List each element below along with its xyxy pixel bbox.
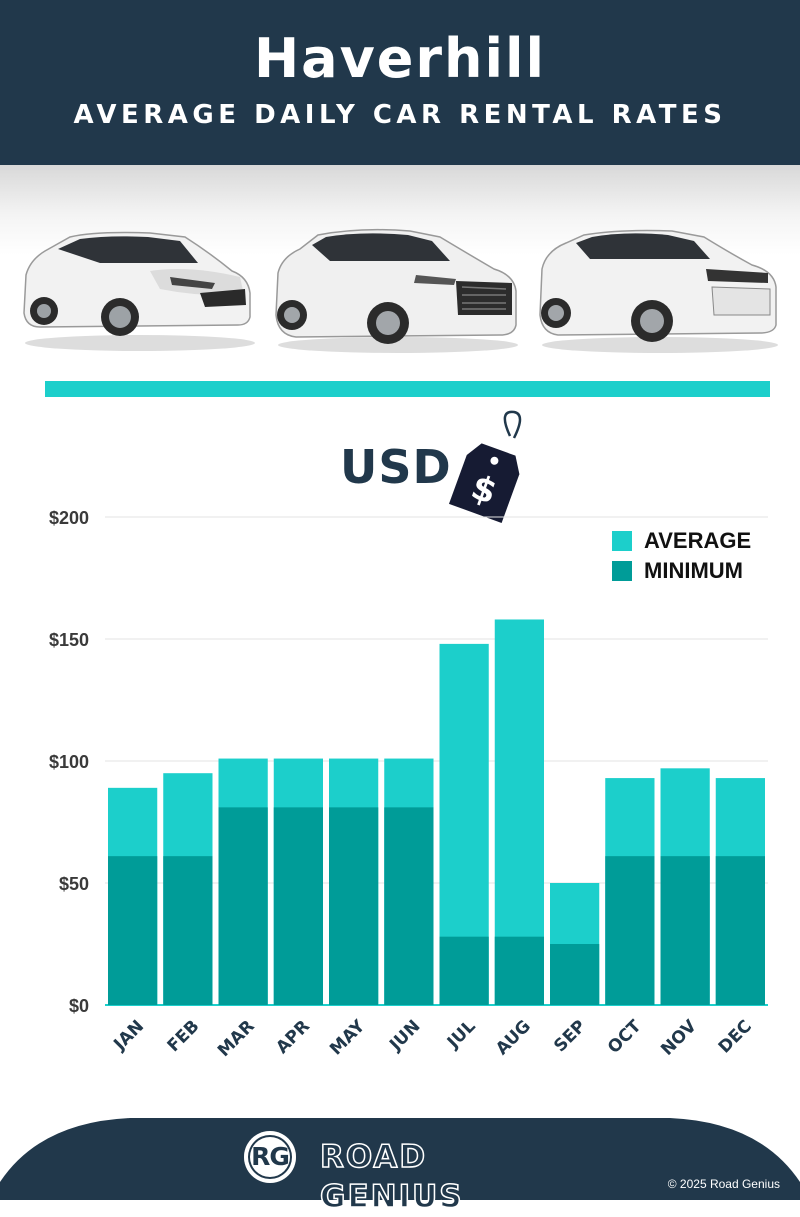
y-tick-label: $200	[49, 508, 89, 528]
bar-minimum-nov	[660, 856, 710, 1005]
brand-logo: RG ROAD GENIUS	[244, 1131, 574, 1216]
teal-divider	[45, 381, 770, 397]
x-tick-label: FEB	[164, 1016, 204, 1056]
x-axis-ticks: JAN FEB MAR APR MAY JUN JUL AUG SEP OCT NOV DEC	[109, 1016, 755, 1061]
x-tick-label: OCT	[604, 1016, 646, 1058]
x-tick-label: NOV	[657, 1016, 701, 1060]
bar-minimum-oct	[605, 856, 655, 1005]
legend-label-average: AVERAGE	[644, 528, 752, 553]
bar-minimum-may	[329, 807, 379, 1005]
legend-label-minimum: MINIMUM	[644, 558, 743, 583]
x-tick-label: JAN	[109, 1016, 148, 1055]
bar-minimum-dec	[715, 856, 765, 1005]
bar-minimum-jun	[384, 807, 434, 1005]
copyright-text: © 2025 Road Genius	[667, 1177, 780, 1191]
bar-minimum-feb	[163, 856, 213, 1005]
brand-name: ROAD GENIUS	[319, 1138, 464, 1216]
bars	[108, 619, 765, 1005]
grid-lines	[105, 516, 768, 1006]
luxury-suv-car-icon	[539, 229, 777, 342]
legend-swatch-minimum	[612, 561, 632, 581]
bar-minimum-sep	[550, 944, 600, 1005]
x-tick-label: JUL	[443, 1016, 480, 1053]
legend-swatch-average	[612, 531, 632, 551]
x-tick-label: JUN	[385, 1016, 424, 1055]
currency-label: USD	[340, 440, 452, 494]
bar-minimum-jul	[439, 936, 489, 1005]
x-tick-label: MAY	[326, 1016, 369, 1059]
x-tick-label: SEP	[550, 1016, 590, 1056]
x-tick-label: APR	[272, 1016, 314, 1058]
brand-initials: RG	[251, 1142, 290, 1171]
hatchback-car-icon	[23, 231, 251, 336]
x-tick-label: DEC	[715, 1016, 756, 1057]
bar-minimum-apr	[273, 807, 323, 1005]
footer-band	[0, 1118, 800, 1200]
price-tag-icon: $	[448, 410, 522, 523]
y-tick-label: $150	[49, 630, 89, 650]
brand-badge	[244, 1131, 296, 1183]
chart-legend: AVERAGE MINIMUM	[612, 526, 782, 586]
header-banner: Haverhill AVERAGE DAILY CAR RENTAL RATES	[0, 0, 800, 165]
suv-car-icon	[275, 228, 517, 344]
rental-rates-chart: $0 $50 $100 $150 $200 JAN FEB MAR APR MAY JUN JUL A…	[49, 508, 768, 1061]
y-axis-ticks: $0 $50 $100 $150 $200	[49, 508, 89, 1016]
bar-minimum-mar	[218, 807, 268, 1005]
legend-item-minimum: MINIMUM	[612, 556, 782, 586]
legend-item-average: AVERAGE	[612, 526, 782, 556]
x-tick-label: AUG	[492, 1016, 535, 1059]
page-title: Haverhill	[253, 27, 547, 90]
x-tick-label: MAR	[214, 1016, 259, 1061]
y-tick-label: $50	[59, 874, 89, 894]
cars-illustration	[0, 165, 800, 365]
page-subtitle: AVERAGE DAILY CAR RENTAL RATES	[73, 100, 727, 130]
bar-minimum-aug	[494, 936, 544, 1005]
y-tick-label: $100	[49, 752, 89, 772]
y-tick-label: $0	[69, 996, 89, 1016]
currency-label-group: USD $	[340, 408, 540, 528]
bar-minimum-jan	[108, 856, 158, 1005]
